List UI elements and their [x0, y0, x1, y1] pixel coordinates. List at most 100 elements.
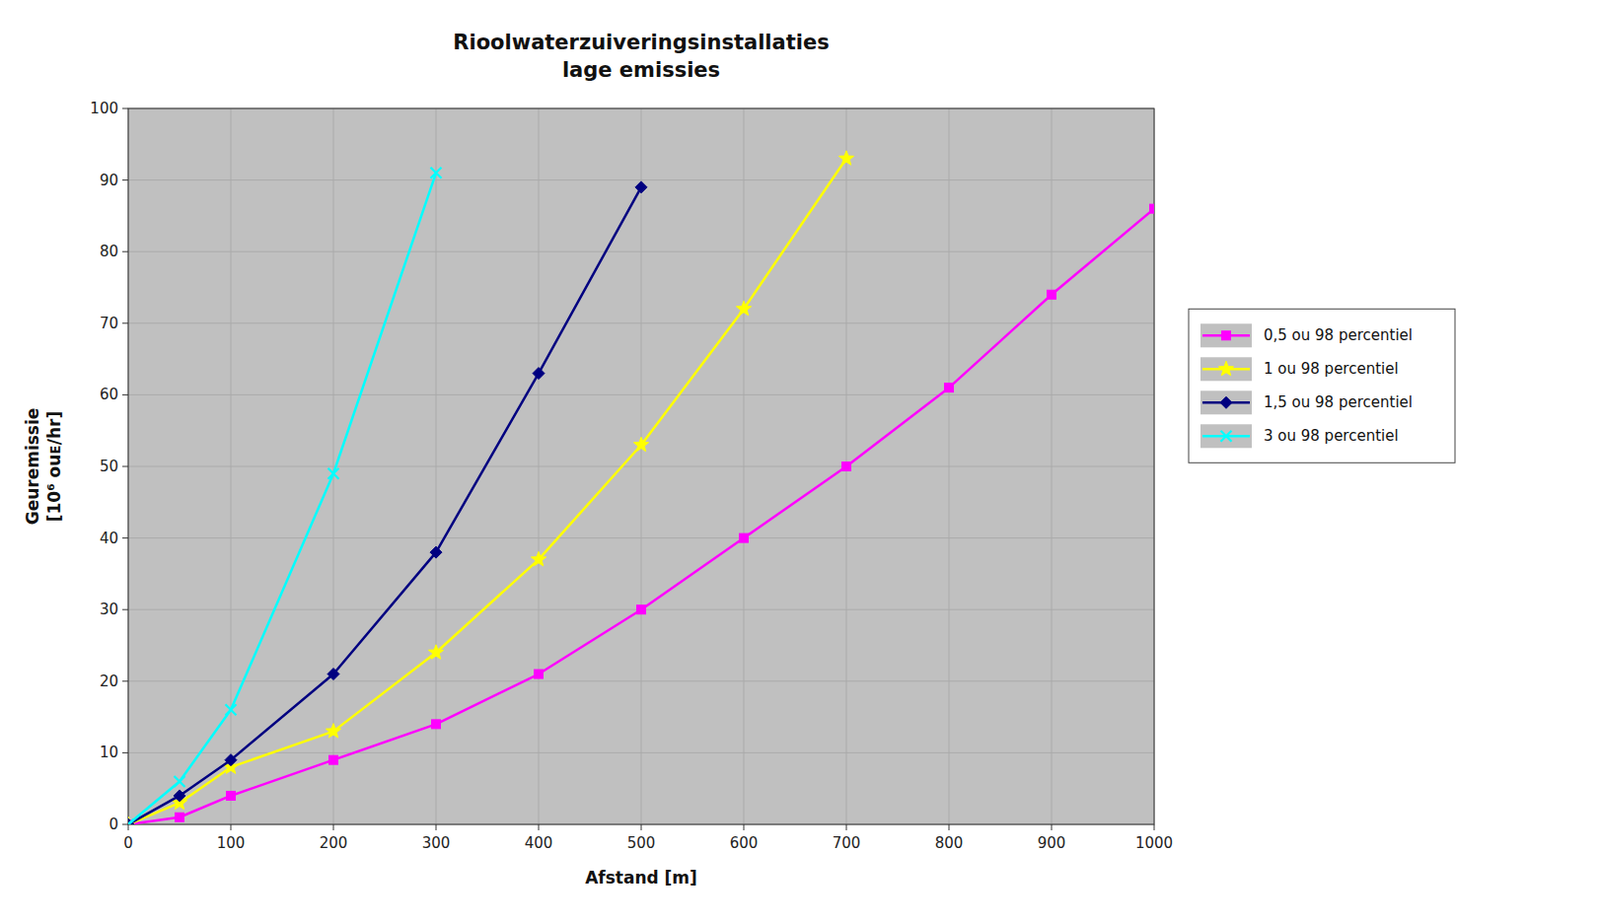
tick-mark — [122, 108, 129, 110]
data-point — [431, 167, 442, 179]
data-point — [430, 546, 442, 559]
legend-item: 1,5 ou 98 percentiel — [1200, 390, 1413, 415]
tick-label: 1000 — [1135, 834, 1173, 853]
data-point — [842, 462, 852, 472]
legend-item: 1 ou 98 percentiel — [1200, 357, 1399, 381]
tick-label: 50 — [99, 457, 119, 476]
chart: 0100200300400500600700800900100001020304… — [0, 0, 1600, 923]
tick-label: 800 — [935, 834, 964, 853]
grid-line — [128, 537, 1155, 539]
grid-line — [128, 322, 1155, 324]
legend-swatch-bg — [1200, 357, 1252, 381]
data-point — [432, 720, 441, 729]
tick-mark — [230, 824, 232, 831]
tick-mark — [743, 824, 745, 831]
tick-mark — [128, 824, 130, 831]
series-line — [128, 209, 1155, 825]
tick-label: 300 — [422, 834, 451, 853]
series — [128, 204, 1155, 825]
data-area — [128, 150, 1155, 825]
subtitle: lage emissies — [562, 58, 721, 82]
series — [128, 167, 442, 825]
tick-label: 0 — [108, 815, 119, 834]
tick-label: 10 — [99, 743, 119, 762]
legend-frame — [1188, 308, 1455, 463]
tick-mark — [333, 824, 335, 831]
data-point — [633, 436, 649, 451]
tick-mark — [122, 251, 129, 253]
series-line — [128, 187, 642, 825]
tick-mark — [122, 537, 129, 539]
legend-swatch-bg — [1200, 323, 1252, 348]
data-point — [1047, 290, 1057, 299]
tick-mark — [122, 322, 129, 324]
data-point — [635, 181, 648, 194]
grid-line — [128, 251, 1155, 253]
grid-line — [128, 752, 1155, 754]
data-point — [226, 791, 236, 800]
series-line — [128, 158, 847, 825]
tick-label: 100 — [89, 99, 119, 118]
tick-mark — [538, 824, 540, 831]
x-axis-label: Afstand [m] — [584, 868, 698, 888]
data-point — [534, 669, 544, 679]
legend-marker — [1218, 361, 1234, 375]
legend-item: 0,5 ou 98 percentiel — [1200, 323, 1413, 348]
data-point — [328, 468, 340, 480]
tick-mark — [846, 824, 848, 831]
legend-marker — [1221, 431, 1233, 442]
legend-swatch-bg — [1200, 390, 1252, 415]
grid-line — [128, 466, 1155, 468]
data-point — [1150, 204, 1156, 214]
tick-label: 70 — [99, 314, 119, 333]
grid — [128, 108, 1155, 825]
tick-mark — [948, 824, 950, 831]
tick-label: 900 — [1037, 834, 1067, 853]
data-point — [325, 724, 341, 738]
series — [128, 181, 648, 825]
legend: 0,5 ou 98 percentiel 1 ou 98 percentiel 1,… — [1188, 308, 1455, 463]
series-line — [128, 172, 437, 825]
legend-label: 0,5 ou 98 percentiel — [1263, 326, 1413, 345]
y-axis-label-line: [10⁶ ouᴇ/hr] — [44, 411, 65, 523]
legend-swatch-bg — [1200, 424, 1252, 448]
tick-mark — [1154, 824, 1156, 831]
y-axis-label-line: Geuremissie — [22, 408, 43, 526]
tick-label: 90 — [99, 171, 119, 190]
tick-label: 30 — [99, 600, 119, 619]
data-point — [174, 776, 186, 788]
data-point — [838, 150, 854, 165]
plot-frame — [128, 108, 1155, 825]
series — [128, 150, 855, 825]
data-point — [173, 790, 186, 802]
data-point — [739, 533, 749, 543]
plot-background — [128, 108, 1155, 825]
tick-label: 60 — [99, 385, 119, 404]
tick-mark — [1051, 824, 1053, 831]
legend-marker — [1222, 331, 1232, 341]
legend-item: 3 ou 98 percentiel — [1200, 424, 1399, 448]
tick-label: 20 — [99, 672, 119, 691]
data-point — [735, 300, 751, 315]
data-point — [945, 383, 954, 393]
tick-label: 400 — [524, 834, 554, 853]
legend-label: 1,5 ou 98 percentiel — [1263, 393, 1413, 412]
legend-label: 3 ou 98 percentiel — [1263, 427, 1399, 445]
tick-mark — [122, 680, 129, 682]
grid-line — [128, 394, 1155, 396]
tick-mark — [436, 824, 437, 831]
data-point — [225, 704, 237, 716]
tick-label: 0 — [123, 834, 134, 853]
data-point — [327, 668, 340, 681]
data-point — [175, 812, 185, 822]
tick-label: 700 — [832, 834, 862, 853]
data-point — [637, 605, 647, 615]
tick-mark — [641, 824, 643, 831]
data-point — [530, 551, 546, 566]
grid-line — [128, 179, 1155, 181]
tick-mark — [122, 466, 129, 468]
legend-marker — [1220, 396, 1233, 409]
tick-mark — [122, 179, 129, 181]
tick-label: 200 — [319, 834, 349, 853]
tick-label: 600 — [729, 834, 759, 853]
